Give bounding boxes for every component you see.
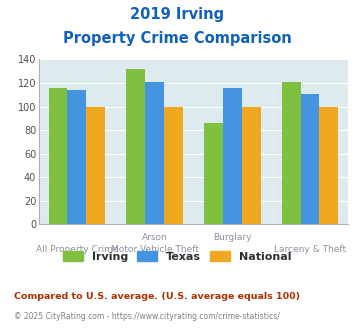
Bar [320, 107, 338, 224]
Bar [86, 107, 105, 224]
Bar [67, 90, 86, 224]
Text: Compared to U.S. average. (U.S. average equals 100): Compared to U.S. average. (U.S. average … [14, 292, 300, 301]
Bar [145, 82, 164, 224]
Text: Arson: Arson [142, 233, 168, 242]
Bar [282, 82, 301, 224]
Bar [223, 88, 242, 224]
Text: Motor Vehicle Theft: Motor Vehicle Theft [111, 245, 199, 254]
Bar [126, 69, 145, 224]
Text: All Property Crime: All Property Crime [36, 245, 118, 254]
Bar [301, 94, 320, 224]
Bar [49, 88, 67, 224]
Text: Property Crime Comparison: Property Crime Comparison [63, 31, 292, 46]
Text: Larceny & Theft: Larceny & Theft [274, 245, 346, 254]
Bar [164, 107, 183, 224]
Text: 2019 Irving: 2019 Irving [130, 7, 225, 21]
Bar [242, 107, 261, 224]
Text: Burglary: Burglary [213, 233, 252, 242]
Text: © 2025 CityRating.com - https://www.cityrating.com/crime-statistics/: © 2025 CityRating.com - https://www.city… [14, 312, 280, 321]
Bar [204, 123, 223, 224]
Legend: Irving, Texas, National: Irving, Texas, National [59, 247, 296, 267]
